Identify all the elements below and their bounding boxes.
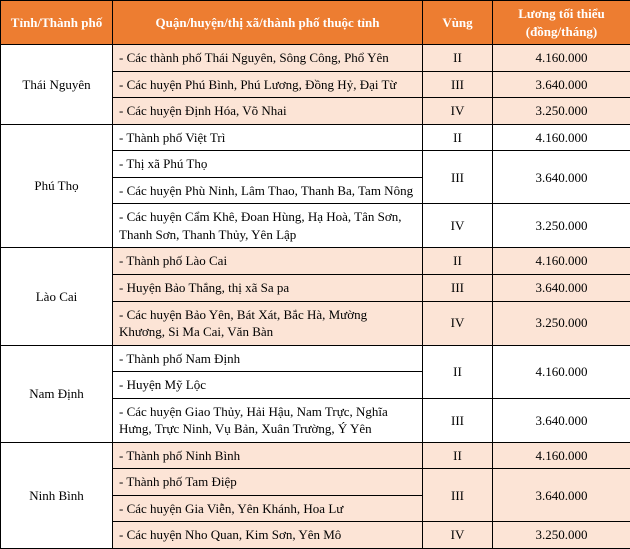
wage-cell: 3.640.000 [493,469,630,522]
region-cell: II [423,442,493,469]
region-cell: III [423,71,493,98]
col-header-1: Quận/huyện/thị xã/thành phố thuộc tỉnh [113,1,423,45]
wage-cell: 3.250.000 [493,522,630,549]
wage-cell: 3.250.000 [493,301,630,345]
wage-cell: 4.160.000 [493,124,630,151]
table-header: Tỉnh/Thành phốQuận/huyện/thị xã/thành ph… [1,1,630,45]
province-cell: Thái Nguyên [1,45,113,125]
region-cell: IV [423,301,493,345]
province-cell: Phú Thọ [1,124,113,248]
col-header-2: Vùng [423,1,493,45]
wage-cell: 3.640.000 [493,151,630,204]
district-cell: - Các huyện Bảo Yên, Bát Xát, Bắc Hà, Mư… [113,301,423,345]
district-cell: - Các huyện Gia Viễn, Yên Khánh, Hoa Lư [113,495,423,522]
col-header-3: Lương tối thiểu (đồng/tháng) [493,1,630,45]
min-wage-table: Tỉnh/Thành phốQuận/huyện/thị xã/thành ph… [0,0,630,549]
table-row: Phú Thọ- Thành phố Việt TrìII4.160.000 [1,124,630,151]
district-cell: - Các thành phố Thái Nguyên, Sông Công, … [113,45,423,72]
wage-cell: 3.640.000 [493,398,630,442]
region-cell: II [423,45,493,72]
table-body: Thái Nguyên- Các thành phố Thái Nguyên, … [1,45,630,549]
province-cell: Nam Định [1,345,113,442]
district-cell: - Thành phố Tam Điệp [113,469,423,496]
district-cell: - Các huyện Giao Thủy, Hải Hậu, Nam Trực… [113,398,423,442]
district-cell: - Các huyện Cẩm Khê, Đoan Hùng, Hạ Hoà, … [113,204,423,248]
district-cell: - Thành phố Lào Cai [113,248,423,275]
district-cell: - Thành phố Việt Trì [113,124,423,151]
district-cell: - Thành phố Nam Định [113,345,423,372]
district-cell: - Huyện Bảo Thắng, thị xã Sa pa [113,275,423,302]
region-cell: IV [423,98,493,125]
region-cell: IV [423,204,493,248]
wage-cell: 3.640.000 [493,275,630,302]
region-cell: IV [423,522,493,549]
region-cell: III [423,398,493,442]
district-cell: - Các huyện Nho Quan, Kim Sơn, Yên Mô [113,522,423,549]
district-cell: - Thị xã Phú Thọ [113,151,423,178]
district-cell: - Thành phố Ninh Bình [113,442,423,469]
region-cell: III [423,469,493,522]
wage-cell: 3.250.000 [493,204,630,248]
table-row: Nam Định- Thành phố Nam ĐịnhII4.160.000 [1,345,630,372]
region-cell: II [423,345,493,398]
district-cell: - Các huyện Phù Ninh, Lâm Thao, Thanh Ba… [113,177,423,204]
district-cell: - Huyện Mỹ Lộc [113,372,423,399]
wage-cell: 3.640.000 [493,71,630,98]
district-cell: - Các huyện Phú Bình, Phú Lương, Đồng Hỷ… [113,71,423,98]
col-header-0: Tỉnh/Thành phố [1,1,113,45]
wage-cell: 4.160.000 [493,345,630,398]
region-cell: III [423,275,493,302]
wage-cell: 4.160.000 [493,442,630,469]
wage-cell: 4.160.000 [493,45,630,72]
table-row: Thái Nguyên- Các thành phố Thái Nguyên, … [1,45,630,72]
province-cell: Ninh Bình [1,442,113,548]
wage-cell: 4.160.000 [493,248,630,275]
province-cell: Lào Cai [1,248,113,345]
table-row: Lào Cai- Thành phố Lào CaiII4.160.000 [1,248,630,275]
region-cell: II [423,248,493,275]
wage-cell: 3.250.000 [493,98,630,125]
region-cell: II [423,124,493,151]
district-cell: - Các huyện Định Hóa, Võ Nhai [113,98,423,125]
table-row: Ninh Bình- Thành phố Ninh BìnhII4.160.00… [1,442,630,469]
region-cell: III [423,151,493,204]
